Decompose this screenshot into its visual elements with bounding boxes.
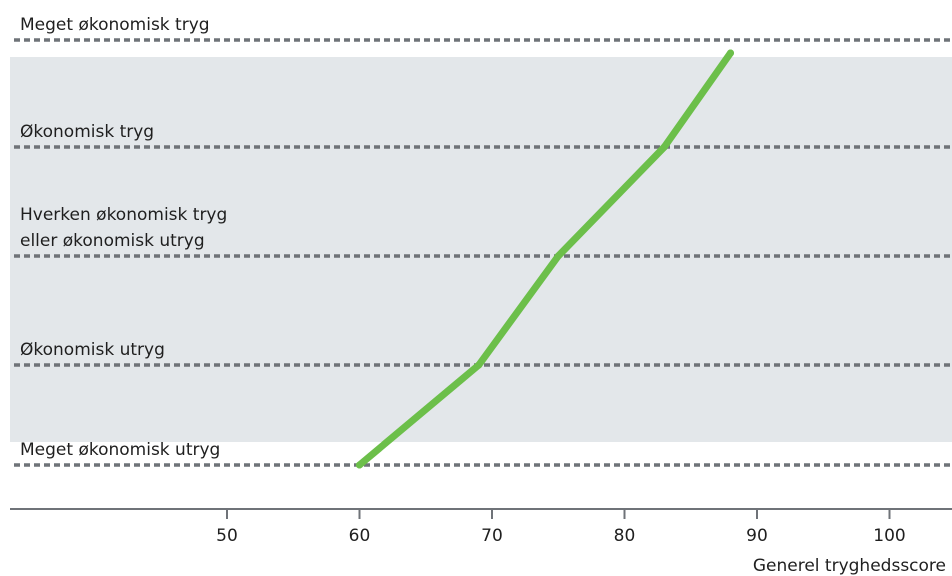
x-axis-title: Generel tryghedsscore [753,556,946,576]
category-label-2-line-0: Hverken økonomisk tryg [20,205,227,225]
x-tick-label-50: 50 [216,526,238,546]
series-point-0 [356,461,363,469]
x-tick-label-80: 80 [614,526,636,546]
x-tick-label-70: 70 [481,526,503,546]
series-point-1 [475,361,483,369]
series-points [356,49,734,469]
series-point-4 [727,49,734,57]
category-label-4-line-0: Meget økonomisk utryg [20,440,220,460]
category-label-0-line-0: Meget økonomisk tryg [20,15,210,35]
x-tick-label-100: 100 [873,526,905,546]
series-point-2 [554,252,562,260]
x-tick-label-60: 60 [349,526,371,546]
category-label-3-line-0: Økonomisk utryg [20,340,165,360]
category-label-2-line-1: eller økonomisk utryg [20,231,205,251]
x-axis-ticks: 50 60 70 80 90 100 [216,509,906,546]
category-label-1-line-0: Økonomisk tryg [20,122,154,142]
shaded-band [10,57,952,442]
category-gridlines [14,38,952,467]
series-point-3 [660,143,668,151]
x-tick-label-90: 90 [746,526,768,546]
category-labels: Meget økonomisk tryg Økonomisk tryg Hverke… [20,15,227,460]
